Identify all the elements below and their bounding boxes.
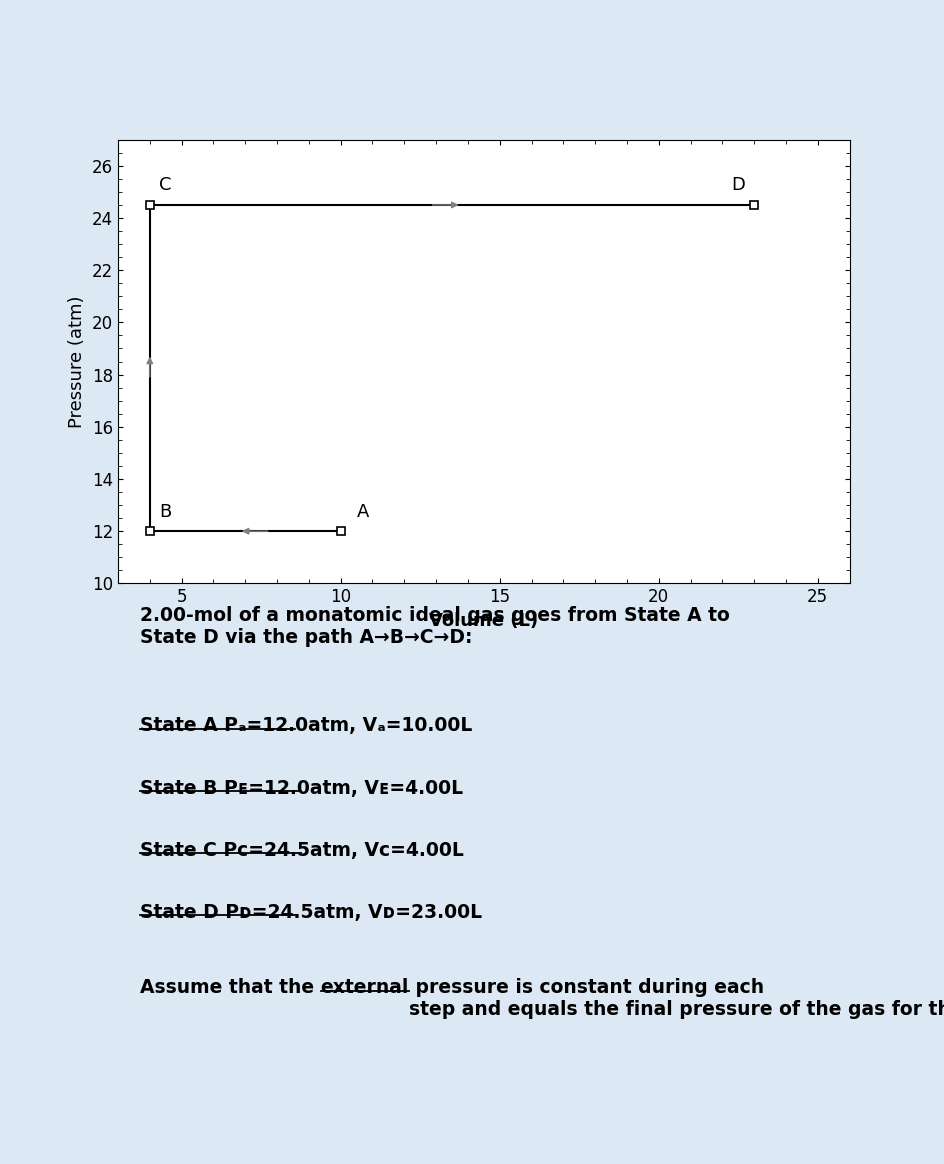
Text: D: D	[731, 177, 745, 194]
Text: C: C	[160, 177, 172, 194]
Text: A: A	[357, 503, 369, 520]
Text: 2.00-mol of a monatomic ideal gas goes from State A to
State D via the path A→B→: 2.00-mol of a monatomic ideal gas goes f…	[140, 605, 730, 646]
Y-axis label: Pressure (atm): Pressure (atm)	[68, 296, 86, 428]
Text: Assume that the: Assume that the	[140, 978, 321, 998]
Text: external: external	[321, 978, 409, 998]
Text: State B Pᴇ=12.0atm, Vᴇ=4.00L: State B Pᴇ=12.0atm, Vᴇ=4.00L	[140, 779, 464, 797]
Text: pressure is constant during each
step and equals the final pressure of the gas f: pressure is constant during each step an…	[409, 978, 944, 1020]
Text: B: B	[160, 503, 172, 520]
Text: State C Pᴄ=24.5atm, Vᴄ=4.00L: State C Pᴄ=24.5atm, Vᴄ=4.00L	[140, 840, 464, 860]
Text: State D Pᴅ=24.5atm, Vᴅ=23.00L: State D Pᴅ=24.5atm, Vᴅ=23.00L	[140, 903, 482, 922]
X-axis label: Volume (L): Volume (L)	[430, 612, 538, 630]
Text: State A Pₐ=12.0atm, Vₐ=10.00L: State A Pₐ=12.0atm, Vₐ=10.00L	[140, 717, 472, 736]
